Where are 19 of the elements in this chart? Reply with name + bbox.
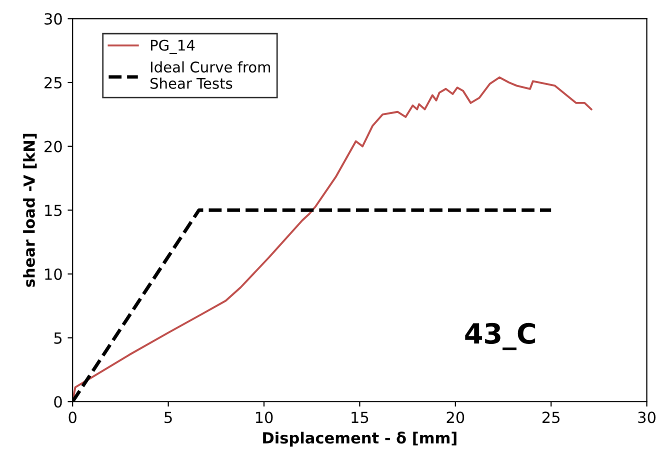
y-tick-label: 30 [44,13,62,25]
y-tick-label: 25 [44,76,62,89]
y-tick-label: 5 [54,332,62,344]
legend-label: PG_14 [150,40,195,54]
x-tick-label: 25 [542,412,560,424]
x-tick-label: 30 [638,412,656,424]
annotation: 43_C [465,322,536,350]
legend-label: Ideal Curve from Shear Tests [150,61,270,89]
y-tick-label: 20 [44,140,62,152]
y-axis-title: shear load -V [kN] [23,134,37,287]
x-axis-title: Displacement - δ [mm] [263,432,456,447]
y-tick-label: 0 [54,396,62,408]
x-tick-label: 5 [164,412,172,424]
x-tick-label: 0 [68,412,76,424]
y-tick-label: 15 [45,204,62,216]
x-tick-label: 10 [256,412,273,424]
x-tick-label: 20 [446,412,464,424]
y-tick-label: 10 [45,268,62,280]
x-tick-label: 15 [352,412,368,424]
